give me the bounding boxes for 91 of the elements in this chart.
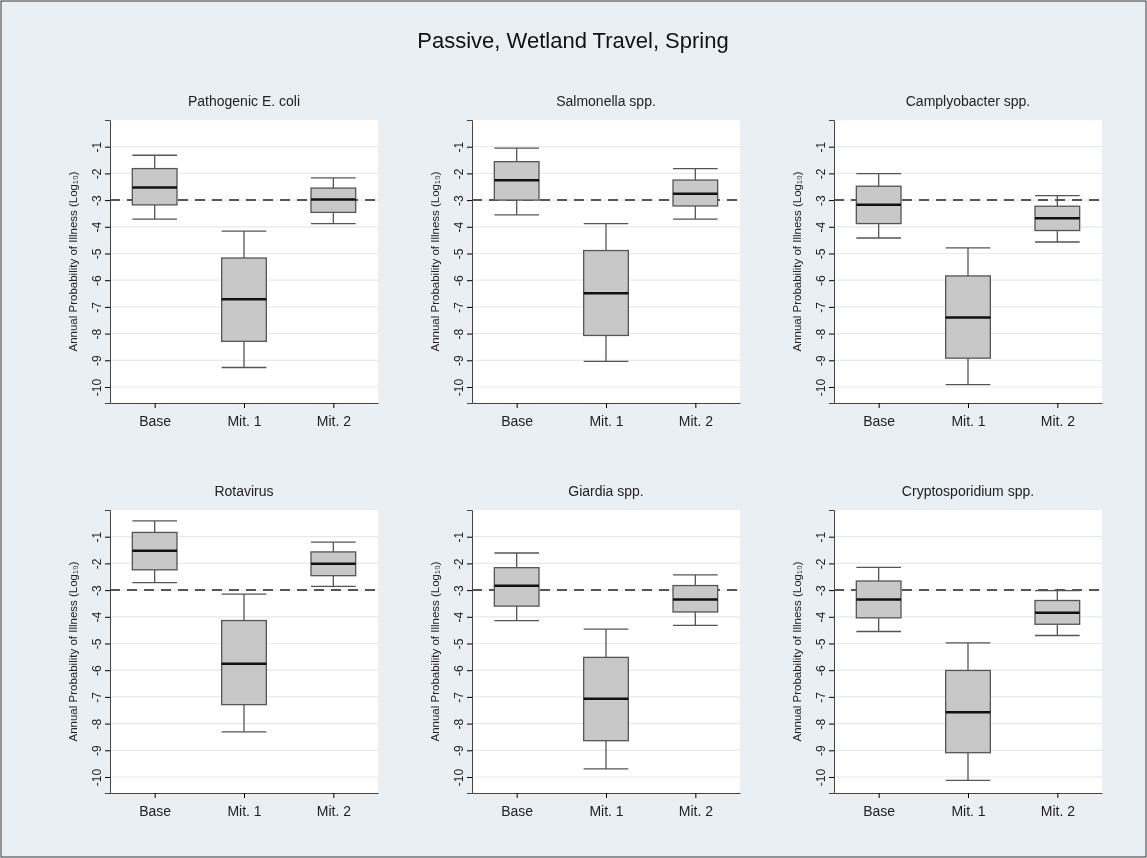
y-tick-label: -10 xyxy=(452,768,466,787)
y-tick-label: -7 xyxy=(90,691,104,703)
y-tick-label: -2 xyxy=(814,558,828,570)
x-tick-label: Base xyxy=(501,803,534,820)
chart-title: Pathogenic E. coli xyxy=(187,93,301,109)
y-tick-label: -3 xyxy=(90,194,104,206)
y-axis-title: Annual Probability of Illness (Log₁₀) xyxy=(67,561,79,742)
y-tick-label: -8 xyxy=(90,328,104,340)
y-tick-label: -8 xyxy=(452,328,466,340)
y-tick-label: -3 xyxy=(452,194,466,206)
y-tick-label: -3 xyxy=(452,584,466,596)
y-axis-title: Annual Probability of Illness (Log₁₀) xyxy=(791,171,803,352)
y-tick-label: -10 xyxy=(814,768,828,787)
y-axis-title: Annual Probability of Illness (Log₁₀) xyxy=(67,171,79,352)
x-tick-label: Base xyxy=(139,803,172,820)
x-tick-label: Mit. 2 xyxy=(678,803,714,820)
y-tick-label: -8 xyxy=(90,718,104,730)
y-tick-label: -3 xyxy=(814,584,828,596)
x-tick-label: Mit. 1 xyxy=(227,413,262,430)
y-tick-label: -3 xyxy=(90,584,104,596)
y-tick-label: -2 xyxy=(452,558,466,570)
y-tick-label: -9 xyxy=(90,355,104,367)
y-tick-label: -7 xyxy=(814,691,828,703)
y-tick-label: -8 xyxy=(452,718,466,730)
y-tick-label: -5 xyxy=(814,638,828,650)
y-tick-label: -5 xyxy=(452,248,466,260)
y-tick-label: -9 xyxy=(814,355,828,367)
y-tick-label: -2 xyxy=(90,558,104,570)
y-tick-label: -6 xyxy=(814,275,828,287)
y-axis-title: Annual Probability of Illness (Log₁₀) xyxy=(429,561,441,742)
x-tick-label: Mit. 1 xyxy=(951,803,986,820)
y-tick-label: -6 xyxy=(452,275,466,287)
y-tick-label: -6 xyxy=(452,665,466,677)
y-tick-label: -10 xyxy=(90,378,104,397)
chart-title: Cryptosporidium spp. xyxy=(901,483,1035,499)
y-tick-label: -7 xyxy=(90,301,104,313)
x-tick-label: Mit. 1 xyxy=(589,803,624,820)
x-tick-label: Mit. 1 xyxy=(227,803,262,820)
y-tick-label: -1 xyxy=(90,531,104,543)
y-tick-label: -4 xyxy=(90,221,104,233)
y-tick-label: -1 xyxy=(814,141,828,153)
y-tick-label: -2 xyxy=(90,168,104,180)
x-tick-label: Mit. 2 xyxy=(316,803,352,820)
y-axis-title: Annual Probability of Illness (Log₁₀) xyxy=(791,561,803,742)
y-tick-label: -4 xyxy=(452,611,466,623)
y-tick-label: -6 xyxy=(814,665,828,677)
x-tick-label: Mit. 2 xyxy=(1040,413,1076,430)
y-tick-label: -9 xyxy=(90,745,104,757)
chart-title: Rotavirus xyxy=(214,483,274,499)
y-tick-label: -5 xyxy=(90,638,104,650)
y-tick-label: -7 xyxy=(452,691,466,703)
y-axis-title: Annual Probability of Illness (Log₁₀) xyxy=(429,171,441,352)
y-tick-label: -4 xyxy=(814,611,828,623)
y-tick-label: -5 xyxy=(452,638,466,650)
y-tick-label: -9 xyxy=(452,745,466,757)
chart-title: Camplyobacter spp. xyxy=(905,93,1031,109)
y-tick-label: -4 xyxy=(90,611,104,623)
y-tick-label: -7 xyxy=(452,301,466,313)
y-tick-label: -4 xyxy=(814,221,828,233)
x-tick-label: Mit. 1 xyxy=(589,413,624,430)
x-tick-label: Base xyxy=(139,413,172,430)
y-tick-label: -1 xyxy=(452,141,466,153)
y-tick-label: -8 xyxy=(814,328,828,340)
y-tick-label: -2 xyxy=(452,168,466,180)
y-tick-label: -7 xyxy=(814,301,828,313)
y-tick-label: -8 xyxy=(814,718,828,730)
x-tick-label: Base xyxy=(501,413,534,430)
text: Passive, Wetland Travel, Spring xyxy=(417,28,729,53)
chart-title: Salmonella spp. xyxy=(556,93,656,109)
chart-title: Giardia spp. xyxy=(568,483,644,499)
x-tick-label: Mit. 2 xyxy=(678,413,714,430)
x-tick-label: Mit. 2 xyxy=(316,413,352,430)
x-tick-label: Base xyxy=(863,803,896,820)
y-tick-label: -4 xyxy=(452,221,466,233)
y-tick-label: -1 xyxy=(90,141,104,153)
y-tick-label: -1 xyxy=(814,531,828,543)
y-tick-label: -10 xyxy=(90,768,104,787)
x-tick-label: Base xyxy=(863,413,896,430)
y-tick-label: -5 xyxy=(814,248,828,260)
y-tick-label: -1 xyxy=(452,531,466,543)
y-tick-label: -6 xyxy=(90,665,104,677)
y-tick-label: -10 xyxy=(452,378,466,397)
x-tick-label: Mit. 1 xyxy=(951,413,986,430)
y-tick-label: -5 xyxy=(90,248,104,260)
y-tick-label: -10 xyxy=(814,378,828,397)
x-tick-label: Mit. 2 xyxy=(1040,803,1076,820)
y-tick-label: -2 xyxy=(814,168,828,180)
y-tick-label: -6 xyxy=(90,275,104,287)
y-tick-label: -9 xyxy=(814,745,828,757)
y-tick-label: -9 xyxy=(452,355,466,367)
y-tick-label: -3 xyxy=(814,194,828,206)
